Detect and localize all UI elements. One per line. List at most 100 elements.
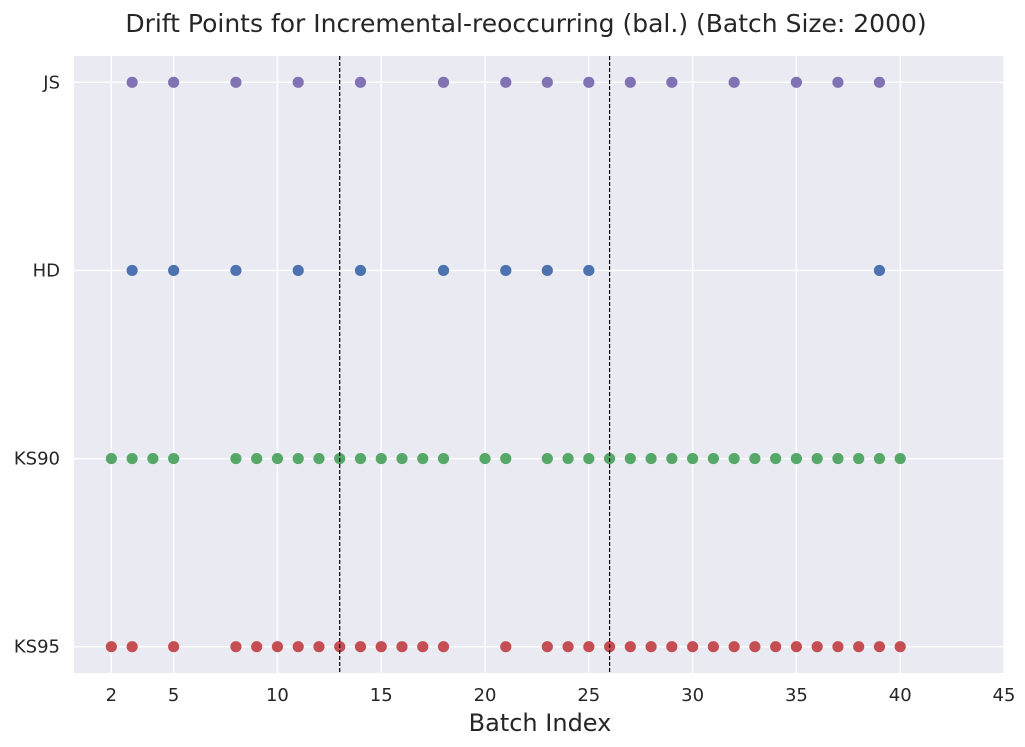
data-point-ks90 — [853, 452, 865, 465]
x-tick-label: 5 — [168, 685, 179, 706]
data-point-ks90 — [873, 452, 886, 465]
data-point-js — [790, 76, 803, 88]
x-tick-label: 35 — [785, 685, 808, 706]
data-point-hd — [873, 264, 886, 277]
data-point-ks95 — [853, 641, 865, 653]
data-point-ks90 — [375, 452, 387, 465]
data-point-ks90 — [251, 452, 263, 465]
data-point-ks90 — [500, 452, 512, 465]
grid-lines — [74, 56, 1005, 673]
data-point-js — [168, 76, 180, 88]
data-point-js — [500, 76, 512, 88]
data-point-ks95 — [770, 641, 782, 653]
data-point-ks90 — [541, 452, 553, 465]
x-tick-label: 40 — [889, 685, 912, 706]
data-point-ks95 — [168, 641, 180, 653]
data-point-ks90 — [230, 452, 242, 465]
data-point-ks95 — [396, 641, 408, 653]
x-axis-ticks: 2 5 10 15 20 25 30 35 40 45 — [106, 685, 1016, 706]
data-point-ks90 — [707, 452, 719, 465]
data-point-ks90 — [666, 452, 678, 465]
data-point-hd — [354, 264, 367, 277]
data-point-ks90 — [105, 452, 117, 465]
data-point-ks95 — [666, 641, 678, 653]
data-point-js — [292, 76, 304, 88]
y-tick-label: JS — [42, 72, 60, 93]
x-tick-label: 25 — [577, 685, 600, 706]
data-point-ks95 — [687, 641, 699, 653]
data-point-ks95 — [562, 641, 574, 653]
data-point-ks95 — [832, 641, 844, 653]
data-point-ks90 — [271, 452, 284, 465]
data-point-hd — [541, 264, 553, 277]
data-point-hd — [583, 264, 595, 277]
data-point-ks95 — [645, 641, 657, 653]
data-point-js — [541, 76, 553, 88]
data-point-ks95 — [292, 641, 304, 653]
data-point-ks95 — [126, 641, 138, 653]
data-point-ks95 — [271, 641, 284, 653]
data-point-hd — [437, 264, 450, 277]
reference-lines — [339, 56, 611, 673]
data-point-ks90 — [728, 452, 740, 465]
data-point-ks90 — [313, 452, 325, 465]
data-point-js — [583, 76, 595, 88]
data-point-ks95 — [749, 641, 761, 653]
data-point-ks90 — [479, 452, 491, 465]
data-point-ks90 — [790, 452, 803, 465]
data-point-ks90 — [583, 452, 595, 465]
data-point-ks90 — [749, 452, 761, 465]
data-point-hd — [126, 264, 138, 277]
data-point-ks95 — [624, 641, 636, 653]
data-point-ks95 — [500, 641, 512, 653]
y-axis-ticks: KS95 KS90 HD JS — [14, 72, 60, 657]
data-point-hd — [168, 264, 180, 277]
data-point-ks95 — [105, 641, 117, 653]
data-point-js — [126, 76, 138, 88]
data-point-ks95 — [437, 641, 450, 653]
x-tick-label: 30 — [681, 685, 704, 706]
chart-title: Drift Points for Incremental-reoccurring… — [125, 9, 926, 38]
data-point-ks95 — [583, 641, 595, 653]
x-axis-label: Batch Index — [469, 709, 612, 737]
data-point-ks95 — [541, 641, 553, 653]
data-point-ks90 — [562, 452, 574, 465]
data-point-hd — [292, 264, 304, 277]
data-point-js — [728, 76, 740, 88]
data-points — [105, 76, 906, 653]
data-point-js — [437, 76, 450, 88]
data-point-js — [230, 76, 242, 88]
data-point-hd — [500, 264, 512, 277]
data-point-ks90 — [645, 452, 657, 465]
data-point-ks90 — [687, 452, 699, 465]
data-point-ks90 — [894, 452, 906, 465]
data-point-ks90 — [832, 452, 844, 465]
data-point-js — [624, 76, 636, 88]
data-point-js — [873, 76, 886, 88]
x-tick-label: 10 — [266, 685, 289, 706]
y-tick-label: HD — [33, 260, 60, 281]
data-point-ks90 — [624, 452, 636, 465]
data-point-ks90 — [354, 452, 367, 465]
data-point-ks90 — [770, 452, 782, 465]
data-point-ks95 — [894, 641, 906, 653]
data-point-ks90 — [168, 452, 180, 465]
x-tick-label: 15 — [370, 685, 393, 706]
data-point-ks90 — [396, 452, 408, 465]
y-tick-label: KS90 — [14, 449, 60, 470]
data-point-ks95 — [873, 641, 886, 653]
data-point-ks90 — [126, 452, 138, 465]
data-point-ks90 — [292, 452, 304, 465]
data-point-ks95 — [811, 641, 823, 653]
data-point-ks90 — [437, 452, 450, 465]
data-point-js — [354, 76, 367, 88]
data-point-ks95 — [728, 641, 740, 653]
data-point-ks95 — [375, 641, 387, 653]
data-point-js — [832, 76, 844, 88]
data-point-ks95 — [230, 641, 242, 653]
data-point-ks95 — [313, 641, 325, 653]
data-point-ks95 — [790, 641, 803, 653]
x-tick-label: 45 — [993, 685, 1016, 706]
